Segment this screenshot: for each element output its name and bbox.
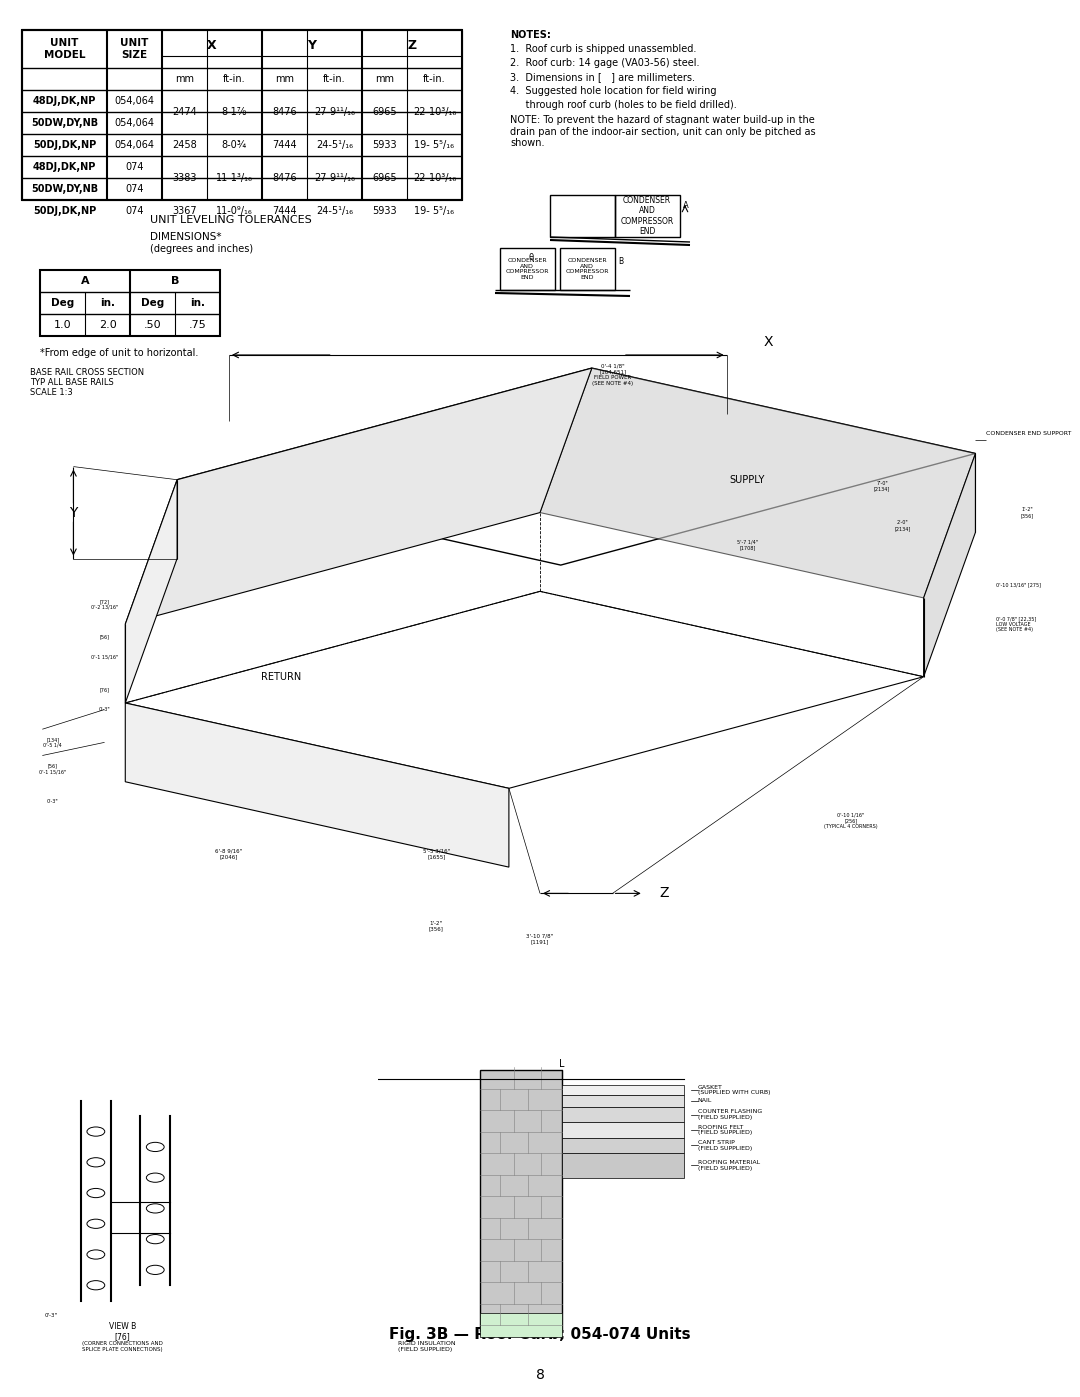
Text: SUPPLY: SUPPLY <box>730 475 765 485</box>
Bar <box>561 249 615 291</box>
Text: 0'-10 13/16" [275]: 0'-10 13/16" [275] <box>996 583 1041 587</box>
Text: CONDENSER
AND
COMPRESSOR
END: CONDENSER AND COMPRESSOR END <box>505 258 549 281</box>
Text: 50DJ,DK,NP: 50DJ,DK,NP <box>32 205 96 217</box>
Text: SCALE 1:3: SCALE 1:3 <box>30 388 72 397</box>
Text: COUNTER FLASHING
(FIELD SUPPLIED): COUNTER FLASHING (FIELD SUPPLIED) <box>698 1109 762 1120</box>
Text: 0'-0 7/8" [22,35]
LOW VOLTAGE
(SEE NOTE #4): 0'-0 7/8" [22,35] LOW VOLTAGE (SEE NOTE … <box>996 616 1037 633</box>
Text: 2474: 2474 <box>172 108 197 117</box>
Text: in.: in. <box>100 298 114 307</box>
Text: Y: Y <box>69 506 78 520</box>
Text: θ: θ <box>528 253 534 263</box>
Text: NOTES:: NOTES: <box>510 29 551 41</box>
Text: TYP ALL BASE RAILS: TYP ALL BASE RAILS <box>30 379 113 387</box>
Text: 054,064: 054,064 <box>114 140 154 149</box>
Bar <box>550 196 615 237</box>
Text: ROOFING MATERIAL
(FIELD SUPPLIED): ROOFING MATERIAL (FIELD SUPPLIED) <box>698 1160 760 1171</box>
Text: 11-1³/₁₆: 11-1³/₁₆ <box>216 173 253 183</box>
Text: CANT STRIP
(FIELD SUPPLIED): CANT STRIP (FIELD SUPPLIED) <box>698 1140 752 1151</box>
Text: Fig. 3B — Roof Curb; 054-074 Units: Fig. 3B — Roof Curb; 054-074 Units <box>389 1327 691 1343</box>
Text: *From edge of unit to horizontal.: *From edge of unit to horizontal. <box>40 348 199 358</box>
Text: (CORNER CONNECTIONS AND
SPLICE PLATE CONNECTIONS): (CORNER CONNECTIONS AND SPLICE PLATE CON… <box>82 1341 163 1352</box>
Polygon shape <box>125 591 923 788</box>
Text: 0'-1 15/16": 0'-1 15/16" <box>91 655 118 659</box>
Text: 0'-3": 0'-3" <box>46 799 58 803</box>
Text: CONDENSER
AND
COMPRESSOR
END: CONDENSER AND COMPRESSOR END <box>620 196 674 236</box>
Text: 0'-4 1/8"
[104,651]
FIELD POWER
(SEE NOTE #4): 0'-4 1/8" [104,651] FIELD POWER (SEE NOT… <box>592 363 633 386</box>
Text: DIMENSIONS*: DIMENSIONS* <box>150 232 221 242</box>
Text: ft-in.: ft-in. <box>323 74 346 84</box>
Text: 5933: 5933 <box>373 140 396 149</box>
Text: 27-9¹¹/₁₆: 27-9¹¹/₁₆ <box>314 108 355 117</box>
Text: 50DW,DY,NB: 50DW,DY,NB <box>31 117 98 129</box>
Text: 8476: 8476 <box>272 173 297 183</box>
Text: 7'-0"
[2134]: 7'-0" [2134] <box>874 481 890 492</box>
Text: through roof curb (holes to be field drilled).: through roof curb (holes to be field dri… <box>510 101 737 110</box>
Text: mm: mm <box>375 74 394 84</box>
Text: in.: in. <box>190 298 205 307</box>
Text: CONDENSER END SUPPORT: CONDENSER END SUPPORT <box>986 432 1071 436</box>
Text: 7444: 7444 <box>272 140 297 149</box>
Bar <box>562 1106 685 1122</box>
Text: VIEW B
[76]: VIEW B [76] <box>109 1322 136 1341</box>
Polygon shape <box>923 454 975 676</box>
Text: NOTE: To prevent the hazard of stagnant water build-up in the
drain pan of the i: NOTE: To prevent the hazard of stagnant … <box>510 115 815 148</box>
Text: 3367: 3367 <box>172 205 197 217</box>
Bar <box>615 196 680 237</box>
Text: 3383: 3383 <box>172 173 197 183</box>
Text: 074: 074 <box>125 184 144 194</box>
Text: 8: 8 <box>536 1368 544 1382</box>
Text: 50DJ,DK,NP: 50DJ,DK,NP <box>32 140 96 149</box>
Text: GASKET
(SUPPLIED WITH CURB): GASKET (SUPPLIED WITH CURB) <box>698 1084 770 1095</box>
Text: 6'-8 9/16"
[2046]: 6'-8 9/16" [2046] <box>215 848 243 859</box>
Text: 0'-3": 0'-3" <box>44 1313 58 1319</box>
Text: 054,064: 054,064 <box>114 96 154 106</box>
Bar <box>40 270 220 337</box>
Bar <box>562 1095 685 1106</box>
Text: [76]: [76] <box>99 687 109 693</box>
Text: 5'-5 3/16"
[1655]: 5'-5 3/16" [1655] <box>422 848 450 859</box>
Text: 1'-2"
[356]: 1'-2" [356] <box>429 921 444 932</box>
Text: CONDENSER
AND
COMPRESSOR
END: CONDENSER AND COMPRESSOR END <box>565 258 609 281</box>
Bar <box>22 29 462 200</box>
Text: .50: .50 <box>144 320 161 330</box>
Text: Deg: Deg <box>51 298 75 307</box>
Text: Deg: Deg <box>140 298 164 307</box>
Text: 2'-0"
[2134]: 2'-0" [2134] <box>894 520 912 531</box>
Text: (degrees and inches): (degrees and inches) <box>150 244 253 254</box>
Polygon shape <box>125 703 509 868</box>
Text: mm: mm <box>275 74 294 84</box>
Text: 27-9¹¹/₁₆: 27-9¹¹/₁₆ <box>314 173 355 183</box>
Text: 50DW,DY,NB: 50DW,DY,NB <box>31 184 98 194</box>
Bar <box>480 1313 562 1337</box>
Text: 19- 5⁵/₁₆: 19- 5⁵/₁₆ <box>415 205 455 217</box>
Text: Z: Z <box>407 39 417 52</box>
Text: [56]: [56] <box>99 634 109 640</box>
Text: 3'-10 7/8"
[1191]: 3'-10 7/8" [1191] <box>526 935 554 944</box>
Text: 22-10³/₁₆: 22-10³/₁₆ <box>413 108 456 117</box>
Text: 2.0: 2.0 <box>98 320 117 330</box>
Text: 2458: 2458 <box>172 140 197 149</box>
Text: ROOFING FELT
(FIELD SUPPLIED): ROOFING FELT (FIELD SUPPLIED) <box>698 1125 752 1136</box>
Text: 1'-2"
[356]: 1'-2" [356] <box>1021 507 1034 518</box>
Polygon shape <box>177 369 975 564</box>
Text: 24-5¹/₁₆: 24-5¹/₁₆ <box>316 140 353 149</box>
Text: 074: 074 <box>125 205 144 217</box>
Text: 5933: 5933 <box>373 205 396 217</box>
Text: UNIT
SIZE: UNIT SIZE <box>120 38 149 60</box>
Text: [72]
0'-2 13/16": [72] 0'-2 13/16" <box>91 599 118 610</box>
Text: RETURN: RETURN <box>260 672 301 682</box>
Text: 7444: 7444 <box>272 205 297 217</box>
Text: 3.  Dimensions in [   ] are millimeters.: 3. Dimensions in [ ] are millimeters. <box>510 73 696 82</box>
Text: 0'-3": 0'-3" <box>98 707 110 712</box>
Text: 1.0: 1.0 <box>54 320 71 330</box>
Text: BASE RAIL CROSS SECTION: BASE RAIL CROSS SECTION <box>30 367 144 377</box>
Text: UNIT LEVELING TOLERANCES: UNIT LEVELING TOLERANCES <box>150 215 312 225</box>
Text: NAIL: NAIL <box>698 1098 712 1104</box>
Text: X: X <box>207 39 217 52</box>
Text: ft-in.: ft-in. <box>423 74 446 84</box>
Text: Y: Y <box>308 39 316 52</box>
Text: 19- 5⁵/₁₆: 19- 5⁵/₁₆ <box>415 140 455 149</box>
Text: A: A <box>683 201 689 210</box>
Bar <box>562 1137 685 1153</box>
Text: Z: Z <box>660 886 670 901</box>
